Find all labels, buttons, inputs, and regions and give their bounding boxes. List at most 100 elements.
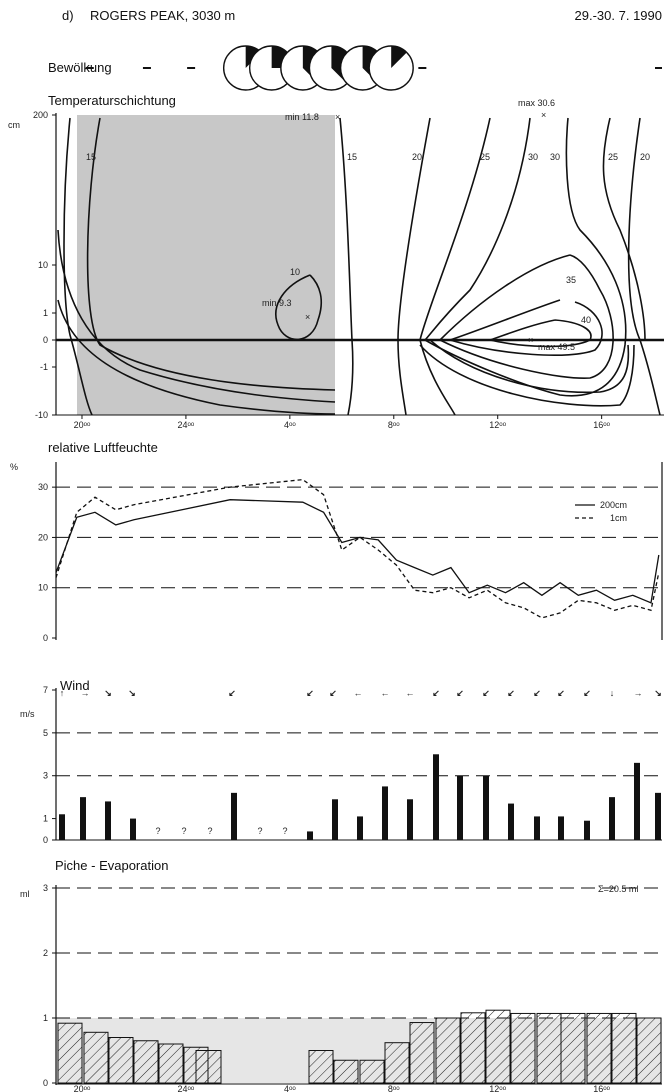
evaporation-bar (510, 1012, 536, 1084)
evaporation-bar (560, 1012, 586, 1084)
max-annotation: max 49.5 (538, 342, 575, 352)
wind-bar (407, 799, 413, 840)
isotherm-low-b (419, 344, 635, 407)
humidity-line-1cm (55, 478, 660, 619)
isotherm-15-right (339, 117, 354, 416)
wind-direction-arrow: ↘ (128, 688, 136, 698)
humidity-frame: 30 20 10 0 (38, 462, 663, 643)
y-tick-label: 10 (38, 583, 48, 593)
evaporation-bar (359, 1059, 385, 1084)
wind-bar (130, 818, 136, 840)
contour-label: 35 (566, 275, 576, 285)
contour-label: 15 (347, 152, 357, 162)
evaporation-bar (308, 1050, 334, 1084)
cloud-marks (85, 45, 662, 91)
evaporation-bar (435, 1017, 461, 1084)
x-tick-label: 8ᵒᵒ (388, 420, 400, 430)
y-tick-label: -1 (40, 362, 48, 372)
wind-direction-arrow: → (81, 688, 90, 698)
y-tick-label: 200 (33, 110, 48, 120)
humidity-legend: 200cm 1cm (575, 500, 627, 523)
wind-direction-arrows: ↑ → ↘ ↘ ↙ ↙ ↙ ← ← ← ↙ ↙ ↙ ↙ ↙ ↙ ↙ ↓ → ↘ (60, 688, 662, 698)
evaporation-bar (409, 1022, 435, 1084)
wind-direction-arrow: ↙ (329, 688, 337, 698)
wind-direction-arrow: ↙ (583, 688, 591, 698)
x-marker: × (335, 112, 340, 122)
wind-direction-arrow: ↙ (557, 688, 565, 698)
wind-direction-arrow: ↓ (610, 688, 615, 698)
wind-direction-arrow: ← (354, 688, 363, 698)
y-tick-label: 3 (43, 771, 48, 781)
evaporation-bar (195, 1050, 222, 1084)
missing-wind-marker: ? (257, 826, 262, 836)
wind-direction-arrow: ↘ (104, 688, 112, 698)
wind-bar (483, 775, 489, 840)
x-tick-label: 12ᵒᵒ (489, 420, 506, 430)
x-marker: × (305, 312, 310, 322)
missing-wind-marker: ? (282, 826, 287, 836)
x-tick-label: 16ᵒᵒ (593, 420, 610, 430)
evaporation-bar (333, 1059, 359, 1084)
evaporation-bar (536, 1012, 562, 1084)
wind-bar (457, 775, 463, 840)
evaporation-total: Σ=20.5 ml (598, 884, 638, 894)
wind-bar (558, 816, 564, 840)
wind-bar (231, 792, 237, 840)
humidity-y-unit: % (10, 462, 18, 472)
y-tick-label: 7 (43, 685, 48, 695)
isotherm-20-right (627, 117, 661, 416)
evaporation-bar (108, 1037, 134, 1084)
wind-bar (609, 797, 615, 840)
y-tick-label: 0 (43, 1078, 48, 1088)
isotherm-15-left (63, 117, 93, 416)
isotherm-lower-a (57, 229, 336, 403)
contour-label: 15 (86, 152, 96, 162)
min-annotation: min 9.3 (262, 298, 292, 308)
x-tick-label: 24ᵒᵒ (178, 1084, 195, 1092)
isotherm-lower-b (57, 299, 336, 415)
evaporation-title: Piche - Evaporation (55, 858, 168, 873)
y-tick-label: 20 (38, 532, 48, 542)
wind-bar (508, 803, 514, 840)
wind-direction-arrow: ↙ (507, 688, 515, 698)
humidity-title: relative Luftfeuchte (48, 440, 158, 455)
contour-label: 10 (290, 267, 300, 277)
wind-direction-arrow: ↙ (533, 688, 541, 698)
y-tick-label: 0 (43, 633, 48, 643)
temperature-x-ticks: 20ᵒᵒ 24ᵒᵒ 4ᵒᵒ 8ᵒᵒ 12ᵒᵒ 16ᵒᵒ (74, 415, 611, 430)
y-tick-label: 1 (43, 814, 48, 824)
wind-y-unit: m/s (20, 709, 35, 719)
wind-bars: ????? (59, 754, 661, 840)
contour-label: 30 (550, 152, 560, 162)
wind-direction-arrow: ↙ (482, 688, 490, 698)
humidity-series (55, 478, 660, 619)
evaporation-bar (83, 1031, 109, 1084)
isotherm-25-right (602, 117, 646, 341)
y-tick-label: -10 (35, 410, 48, 420)
x-tick-label: 20ᵒᵒ (74, 1084, 91, 1092)
contour-label: 30 (528, 152, 538, 162)
isotherm-40 (447, 299, 603, 356)
night-shading (77, 115, 335, 415)
y-tick-label: 30 (38, 482, 48, 492)
wind-direction-arrow: ↙ (456, 688, 464, 698)
temperature-y-unit: cm (8, 120, 20, 130)
contour-label: 25 (480, 152, 490, 162)
y-tick-label: 0 (43, 335, 48, 345)
evaporation-bar (611, 1012, 637, 1084)
date-range: 29.-30. 7. 1990 (575, 8, 662, 23)
evaporation-x-ticks: 20ᵒᵒ 24ᵒᵒ 4ᵒᵒ 8ᵒᵒ 12ᵒᵒ 16ᵒᵒ (74, 1084, 611, 1092)
evaporation-bar (158, 1043, 184, 1084)
wind-bar (357, 816, 363, 840)
wind-bar (382, 786, 388, 840)
isotherm-15-inner (86, 117, 336, 391)
temperature-title: Temperaturschichtung (48, 93, 176, 108)
wind-bar (534, 816, 540, 840)
wind-direction-arrow: ↙ (432, 688, 440, 698)
contour-label: 20 (640, 152, 650, 162)
x-tick-label: 4ᵒᵒ (284, 1084, 296, 1092)
wind-bar (655, 792, 661, 840)
